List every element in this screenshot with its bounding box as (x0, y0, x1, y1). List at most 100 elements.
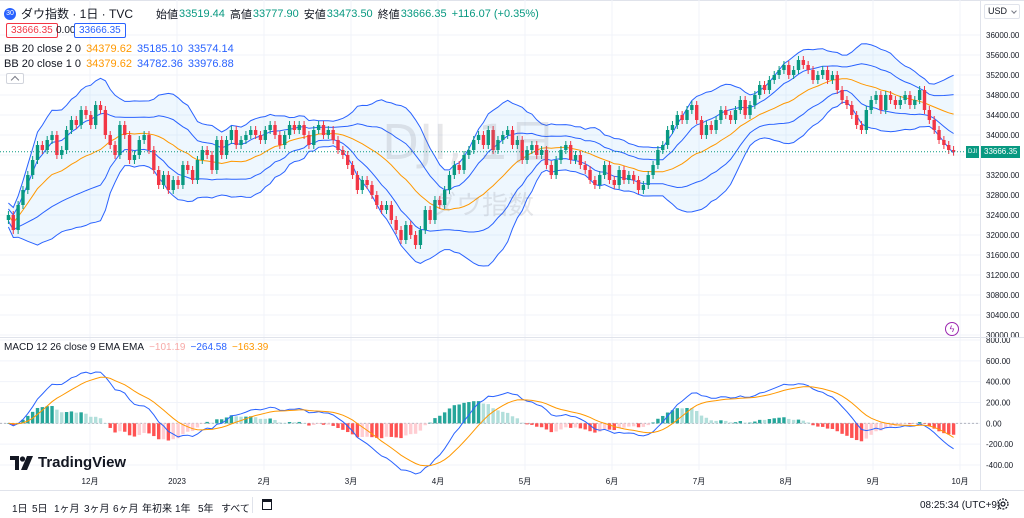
range-3m-button[interactable]: 3ヶ月 (84, 504, 110, 515)
bb2-basis: 34379.62 (86, 58, 132, 70)
calendar-icon[interactable] (262, 499, 272, 510)
price-axis: 36000.00 35600.00 35200.00 34800.00 34400.00… (82, 31, 1020, 486)
range-6m-button[interactable]: 6ヶ月 (113, 504, 139, 515)
candle-body (505, 130, 510, 135)
collapse-legend-button[interactable] (6, 73, 24, 84)
macd-histogram-bar (370, 423, 374, 438)
candle-body (79, 110, 83, 125)
candle-body (879, 95, 883, 110)
candle-body (564, 145, 568, 150)
range-5d-button[interactable]: 5日 (32, 504, 48, 515)
macd-histogram-bar (219, 419, 224, 424)
candle-body (45, 140, 49, 150)
candle-body (273, 125, 277, 135)
macd-histogram-bar (26, 415, 30, 424)
candle-body (142, 135, 146, 140)
macd-histogram-bar (593, 423, 597, 433)
macd-histogram-bar (651, 422, 655, 424)
candle-body (239, 140, 243, 145)
macd-histogram-bar (641, 423, 646, 427)
candle-body (171, 180, 175, 190)
macd-histogram-bar (176, 423, 180, 439)
currency-label: USD (988, 6, 1008, 16)
macd-histogram-bar (515, 418, 520, 424)
macd-histogram-bar (399, 423, 403, 439)
candle-body (467, 150, 471, 155)
bb2-legend[interactable]: BB 20 close 1 0 34379.62 34782.36 33976.… (4, 58, 239, 70)
candle-body (937, 130, 941, 140)
candle-body (549, 165, 553, 175)
candle-body (767, 80, 772, 90)
toolbar-divider (252, 497, 253, 513)
macd-histogram-bar (481, 403, 486, 424)
symbol-price-tag: DJI (966, 146, 979, 158)
clock-label[interactable]: 08:25:34 (UTC+9) (920, 500, 1001, 511)
bb1-legend[interactable]: BB 20 close 2 0 34379.62 35185.10 33574.… (4, 43, 239, 55)
macd-histogram-bar (917, 422, 922, 424)
macd-histogram-bar (35, 407, 40, 424)
pane-separator[interactable] (0, 337, 1024, 338)
candle-body (874, 95, 878, 100)
macd-legend[interactable]: MACD 12 26 close 9 EMA EMA −101.19 −264.… (4, 342, 273, 353)
range-1d-button[interactable]: 1日 (12, 504, 28, 515)
candle-body (656, 150, 660, 165)
macd-histogram-bar (316, 423, 321, 424)
macd-histogram-bar (947, 423, 951, 435)
bb2-lower: 33976.88 (187, 58, 234, 70)
price-tick-label: 30400.00 (986, 311, 1020, 320)
gear-icon[interactable] (996, 497, 1010, 511)
macd-histogram-bar (922, 423, 927, 424)
candle-body (903, 95, 907, 100)
macd-histogram-bar (350, 423, 355, 435)
macd-histogram-bar (661, 415, 665, 424)
macd-histogram-bar (704, 417, 709, 424)
candle-body (917, 90, 922, 100)
candle-body (413, 235, 418, 245)
candle-body (40, 145, 45, 150)
candle-body (268, 125, 272, 130)
ask-price-button[interactable]: 33666.35 (74, 23, 126, 38)
range-1y-button[interactable]: 1年 (175, 504, 191, 515)
candle-body (98, 105, 103, 110)
candle-body (724, 110, 728, 115)
main-legend[interactable]: 30 ダウ指数 · 1日 · TVC 始値 33519.44 高値 33777.90… (4, 5, 544, 22)
candle-body (283, 135, 287, 145)
macd-histogram-bar (326, 423, 331, 425)
candle-body (60, 150, 64, 155)
currency-selector[interactable]: USD (984, 4, 1020, 19)
candle-body (428, 210, 432, 220)
macd-tick-label: -200.00 (986, 440, 1014, 449)
symbol-title[interactable]: ダウ指数 · 1日 · TVC (21, 7, 134, 21)
macd-histogram-bar (152, 423, 156, 437)
lightning-icon[interactable]: ϟ (945, 322, 959, 336)
candle-body (884, 95, 888, 110)
macd-histogram-bar (811, 423, 815, 426)
macd-label: MACD 12 26 close 9 EMA EMA (4, 342, 145, 353)
price-chart[interactable]: 36000.00 35600.00 35200.00 34800.00 34400.00… (0, 0, 1024, 490)
macd-histogram-bar (287, 422, 292, 424)
candlesticks (0, 56, 980, 249)
candle-body (21, 190, 25, 205)
range-ytd-button[interactable]: 年初来 (142, 504, 172, 515)
candle-body (365, 180, 369, 185)
candle-body (782, 65, 786, 70)
macd-histogram-bar (782, 417, 786, 424)
candle-body (568, 145, 573, 160)
candle-body (205, 150, 209, 155)
macd-histogram-bar (743, 422, 747, 424)
candle-body (166, 175, 171, 190)
candle-body (50, 135, 54, 140)
candle-body (728, 115, 733, 120)
candle-body (452, 165, 457, 175)
candle-body (108, 135, 112, 145)
range-1m-button[interactable]: 1ヶ月 (54, 504, 80, 515)
candle-body (864, 110, 869, 130)
tradingview-logo[interactable]: TradingView (10, 454, 126, 471)
candle-body (535, 145, 539, 155)
range-all-button[interactable]: すべて (221, 504, 250, 515)
bid-price-button[interactable]: 33666.35 (6, 23, 58, 38)
candle-body (888, 95, 893, 100)
candle-body (501, 135, 505, 140)
macd-histogram-bar (297, 421, 301, 424)
range-5y-button[interactable]: 5年 (198, 504, 214, 515)
